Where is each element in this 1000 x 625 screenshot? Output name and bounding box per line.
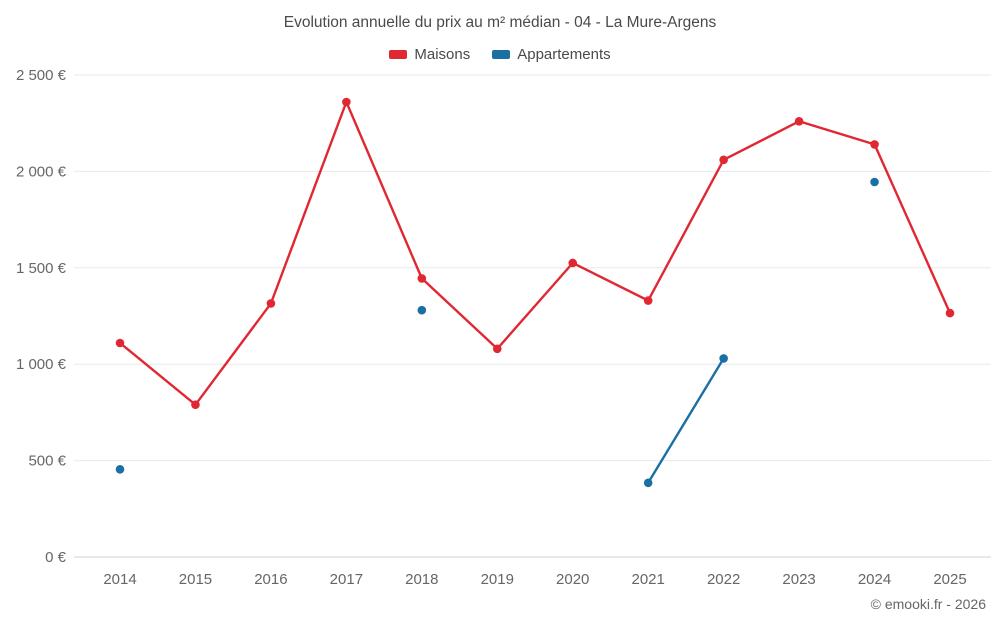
copyright-text: © emooki.fr - 2026 [870,596,986,612]
data-point[interactable] [115,464,125,474]
legend-label: Maisons [414,46,471,63]
x-tick-label: 2016 [254,571,287,588]
legend-label: Appartements [517,46,611,63]
y-tick-label: 2 500 € [16,67,67,84]
data-point[interactable] [719,155,728,165]
data-point[interactable] [417,305,427,315]
data-point[interactable] [492,344,502,354]
x-tick-label: 2021 [631,571,664,588]
series-line [646,357,725,484]
x-tick-label: 2015 [179,571,212,588]
x-tick-labels: 2014 2015 2016 2017 2018 2019 2020 2021 2022 2023… [103,571,966,588]
y-tick-labels: 0 € 500 € 1 000 € 1 500 € 2 000 € 2 500 € [16,67,67,566]
legend-swatch-appartements [492,50,511,59]
data-point[interactable] [643,296,653,305]
y-tick-label: 500 € [28,453,66,470]
legend-swatch-maisons [389,50,408,59]
data-point[interactable] [945,308,955,318]
x-tick-label: 2022 [707,571,740,588]
data-point[interactable] [870,140,879,149]
series-maisons [115,97,955,409]
data-point[interactable] [870,177,879,187]
y-tick-label: 1 500 € [16,260,67,277]
data-point[interactable] [794,116,804,126]
x-tick-label: 2018 [405,571,438,588]
data-point[interactable] [643,478,653,488]
series-line [118,100,952,406]
x-tick-label: 2014 [103,571,136,588]
x-tick-label: 2020 [556,571,589,588]
data-point[interactable] [266,299,276,308]
data-point[interactable] [342,97,351,107]
chart-legend: Maisons Appartements [0,46,1000,63]
x-tick-label: 2025 [933,571,966,588]
y-tick-label: 0 € [45,549,67,566]
series-appartements [115,177,879,488]
x-tick-label: 2024 [858,571,891,588]
data-point[interactable] [191,400,200,409]
x-tick-label: 2017 [330,571,363,588]
legend-item-appartements[interactable]: Appartements [492,46,611,63]
data-point[interactable] [417,274,427,283]
legend-item-maisons[interactable]: Maisons [389,46,470,63]
x-tick-label: 2023 [782,571,815,588]
data-point[interactable] [719,354,728,363]
data-point[interactable] [568,258,578,268]
chart-title: Evolution annuelle du prix au m² médian … [283,14,717,31]
y-tick-label: 1 000 € [16,356,67,373]
gridlines [74,74,991,558]
data-point[interactable] [115,338,125,348]
y-tick-label: 2 000 € [16,163,67,180]
x-tick-label: 2019 [481,571,514,588]
